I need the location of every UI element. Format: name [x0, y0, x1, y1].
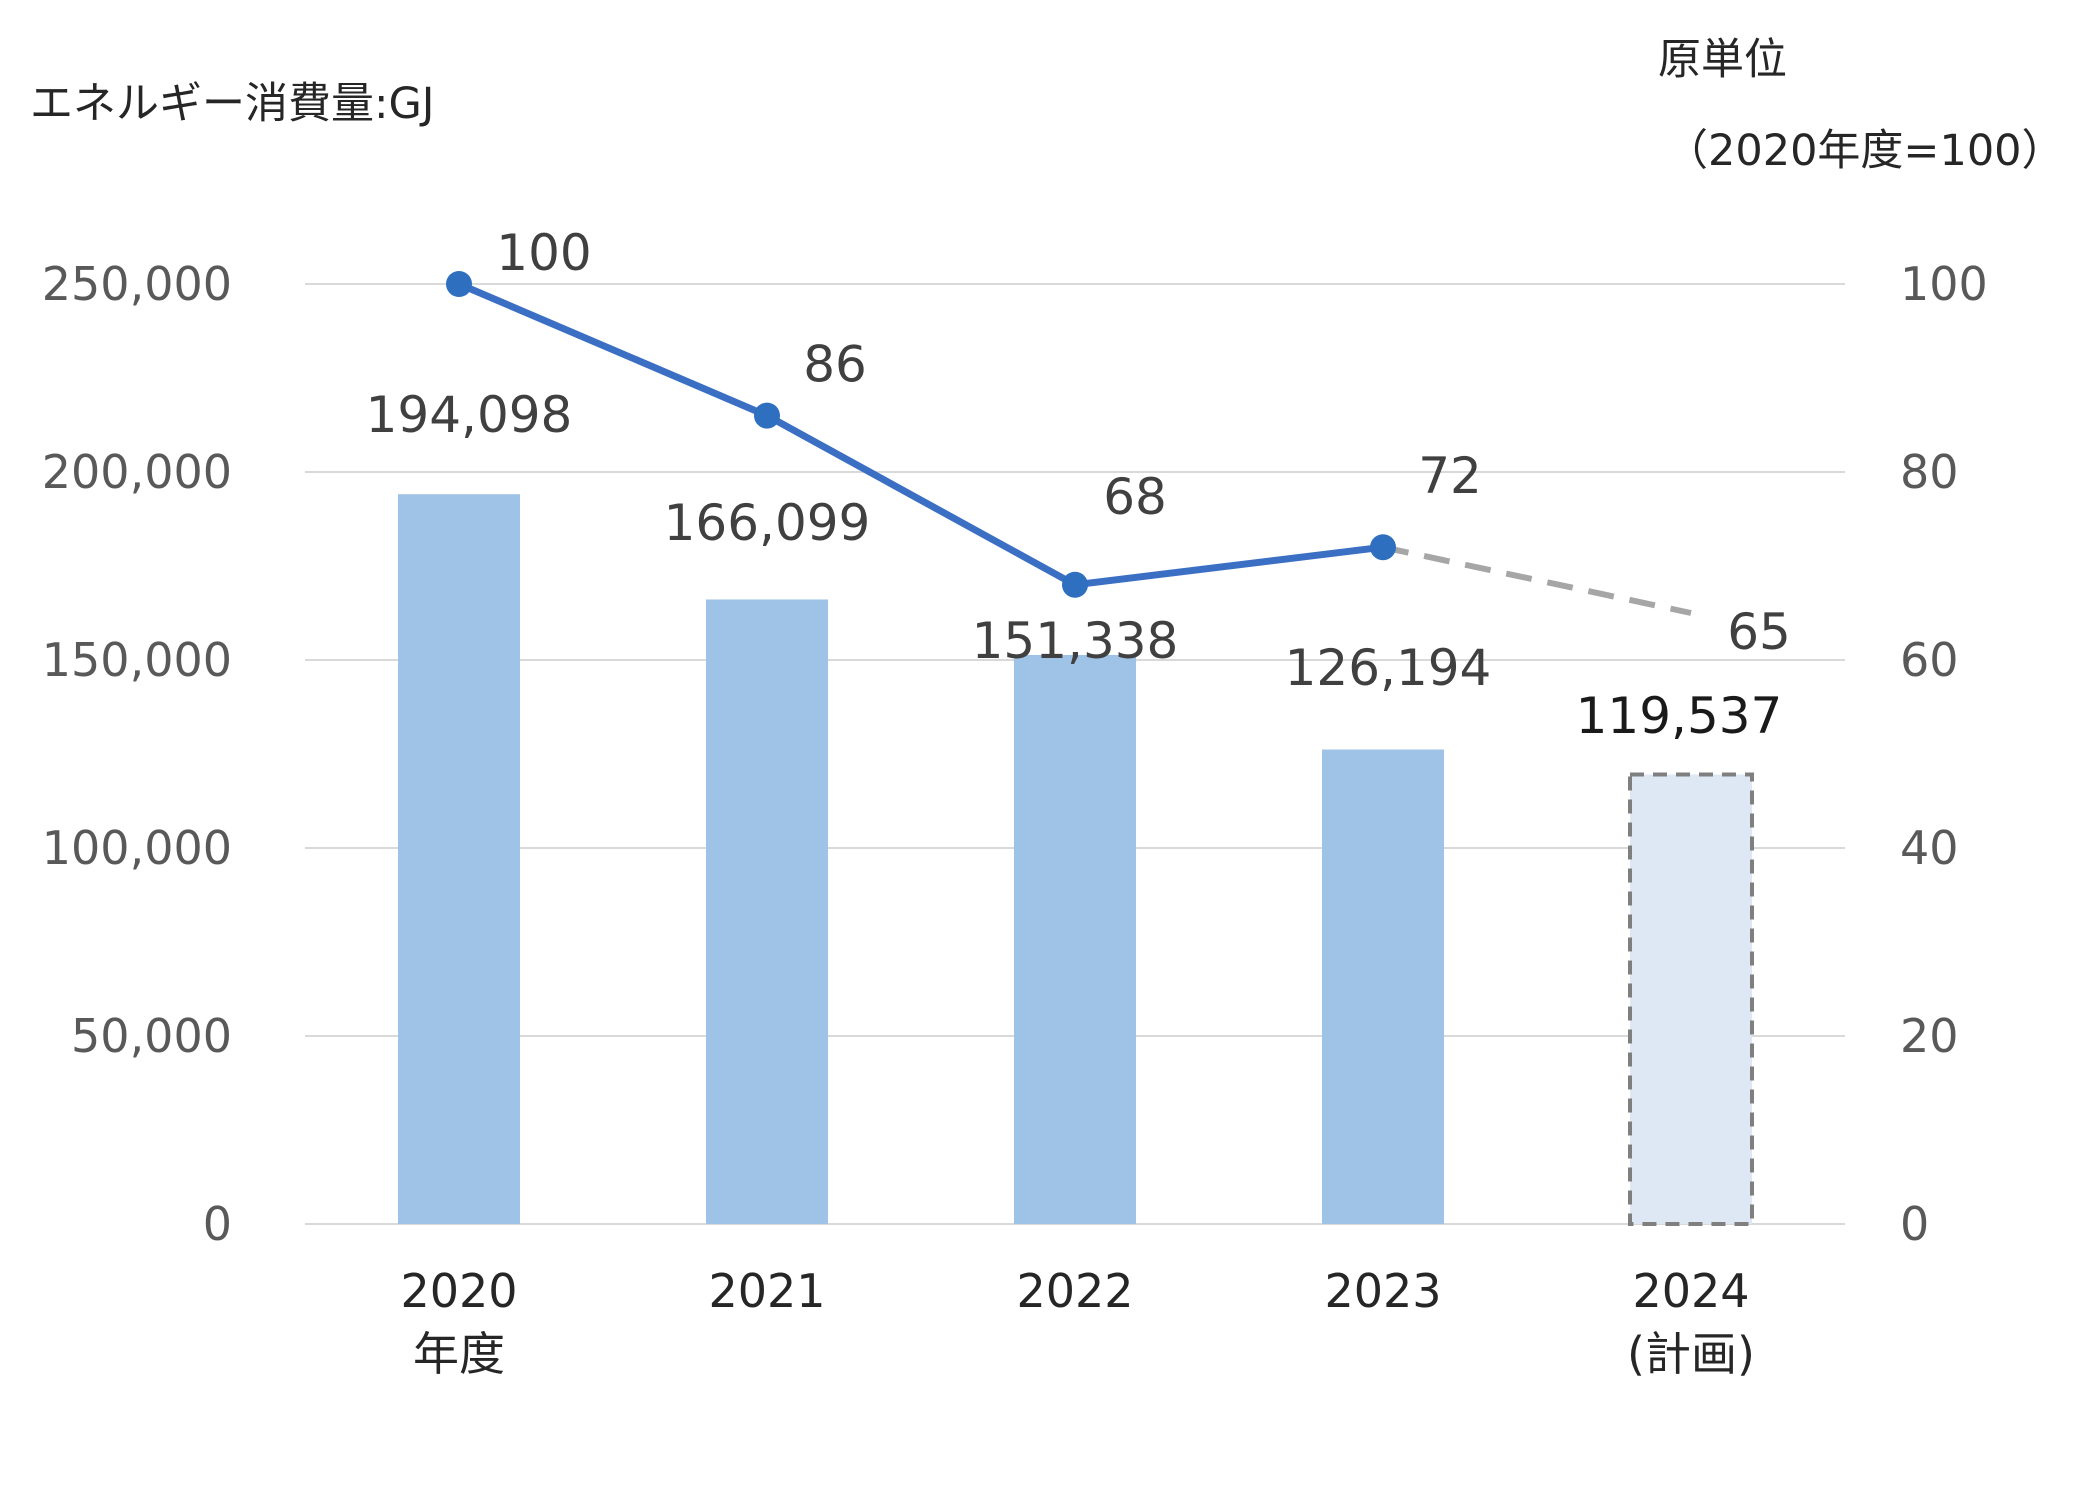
- intensity-line: [446, 271, 1692, 616]
- right-axis-title-line2: （2020年度=100）: [1665, 126, 2065, 176]
- category-label: 2022: [1016, 1264, 1133, 1318]
- category-label: 2021: [708, 1264, 825, 1318]
- right-tick-label: 0: [1900, 1197, 1929, 1251]
- intensity-value-label: 86: [803, 336, 867, 394]
- intensity-marker: [1370, 534, 1396, 561]
- data-labels: 194,098 166,099 151,338 126,194 119,537 100 86…: [366, 224, 1791, 745]
- category-label: 2020: [400, 1264, 517, 1318]
- axes: 0 0 50,000 20 100,000 40 150,000 60 200,000 80 250…: [42, 257, 1988, 1381]
- bar: [1014, 654, 1136, 1224]
- category-sublabel: 年度: [413, 1327, 505, 1381]
- right-tick-label: 100: [1900, 257, 1988, 311]
- intensity-value-label: 65: [1727, 603, 1791, 661]
- bar: [1322, 749, 1444, 1224]
- bar: [398, 494, 520, 1224]
- left-tick-label: 0: [203, 1197, 232, 1251]
- left-axis-title: エネルギー消費量:GJ: [30, 79, 435, 129]
- right-axis-title-line1: 原単位: [1658, 35, 1787, 85]
- left-tick-label: 150,000: [42, 633, 232, 687]
- intensity-value-label: 72: [1418, 447, 1482, 505]
- right-tick-label: 40: [1900, 821, 1959, 875]
- bar-value-label: 194,098: [366, 386, 573, 444]
- bar: [706, 599, 828, 1224]
- bars: [398, 494, 1754, 1226]
- intensity-marker: [446, 271, 472, 297]
- category-sublabel: (計画): [1627, 1327, 1755, 1381]
- left-tick-label: 200,000: [42, 445, 232, 499]
- bar-value-label: 166,099: [664, 494, 871, 552]
- intensity-marker: [1062, 571, 1088, 598]
- left-tick-label: 50,000: [71, 1009, 232, 1063]
- right-tick-label: 20: [1900, 1009, 1959, 1063]
- planned-bar: [1628, 772, 1754, 1226]
- bar-value-label: 151,338: [972, 612, 1179, 670]
- intensity-line-actual: [457, 280, 1384, 589]
- planned-bar-value-label: 119,537: [1576, 687, 1783, 745]
- category-label: 2024: [1632, 1264, 1749, 1318]
- intensity-marker: [754, 402, 780, 429]
- right-tick-label: 60: [1900, 633, 1959, 687]
- intensity-line-planned: [1382, 544, 1692, 616]
- intensity-value-label: 68: [1103, 468, 1167, 526]
- left-tick-label: 250,000: [42, 257, 232, 311]
- bar-value-label: 126,194: [1285, 639, 1492, 697]
- left-tick-label: 100,000: [42, 821, 232, 875]
- intensity-value-label: 100: [496, 224, 591, 282]
- right-tick-label: 80: [1900, 445, 1959, 499]
- category-label: 2023: [1324, 1264, 1441, 1318]
